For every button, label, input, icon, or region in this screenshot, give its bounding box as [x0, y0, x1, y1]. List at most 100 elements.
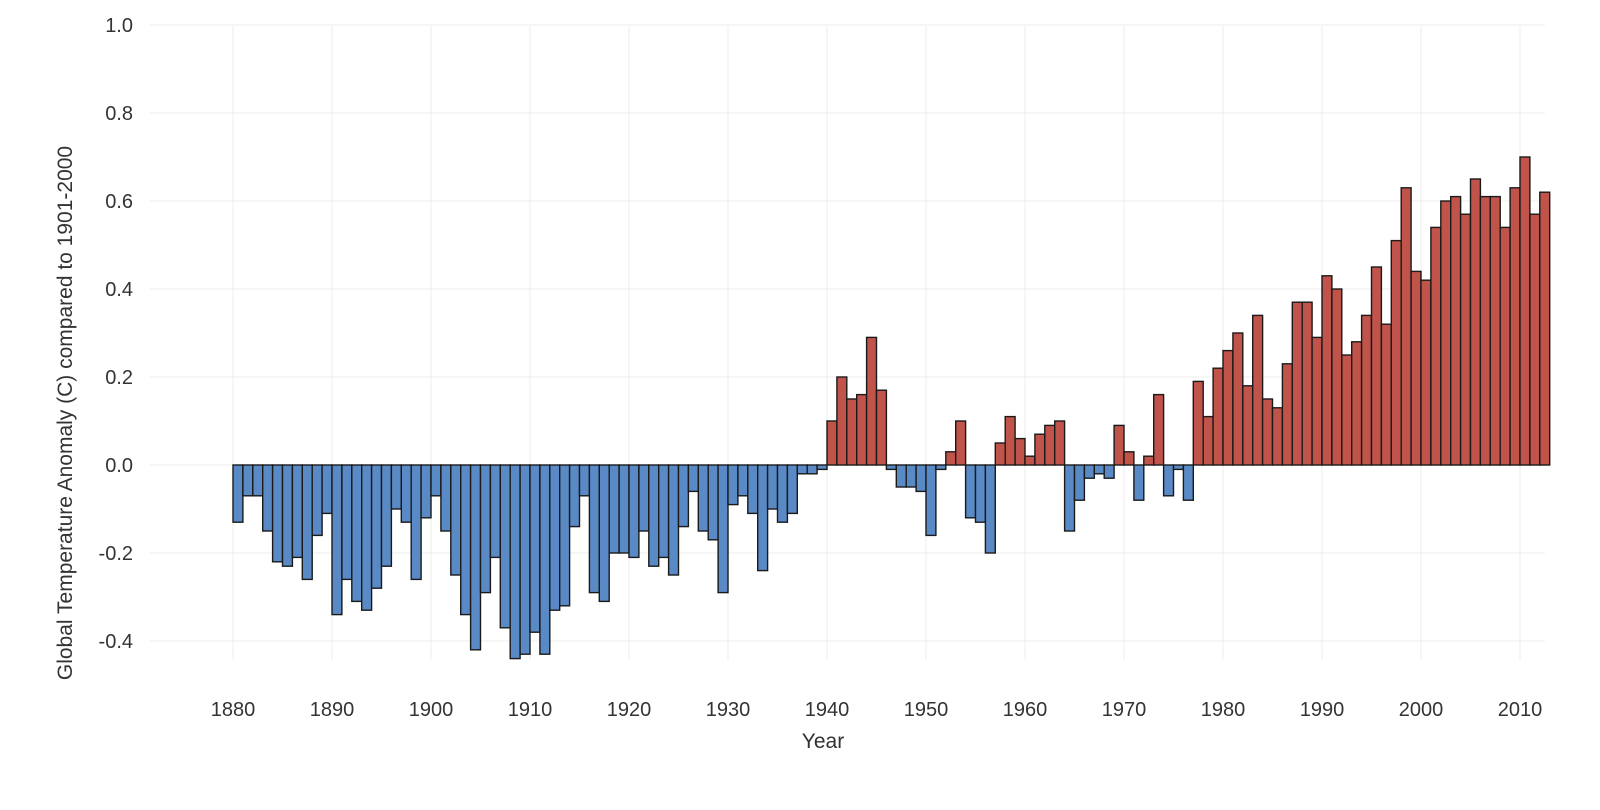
bar-1923 — [658, 464, 670, 559]
y-tick-label: 0.0 — [105, 455, 133, 477]
bar-1976 — [1182, 464, 1195, 501]
bar-1941 — [836, 376, 848, 466]
bar-1994 — [1360, 314, 1373, 466]
bar-1894 — [370, 464, 383, 589]
x-tick-label: 1900 — [409, 699, 454, 721]
bar-1991 — [1331, 288, 1343, 466]
bar-1881 — [242, 464, 254, 497]
x-tick-label: 1920 — [607, 699, 652, 721]
y-tick-label: 0.4 — [105, 279, 133, 301]
bar-1922 — [648, 464, 660, 567]
bar-1927 — [697, 464, 709, 532]
bar-1885 — [281, 464, 294, 567]
bar-1955 — [974, 464, 987, 523]
bar-1947 — [895, 464, 907, 488]
bar-1989 — [1311, 336, 1323, 466]
bar-1945 — [875, 389, 888, 466]
bar-1986 — [1281, 363, 1294, 466]
bar-1951 — [935, 464, 947, 471]
bar-2002 — [1440, 200, 1452, 466]
bar-1910 — [529, 464, 541, 633]
bar-1942 — [846, 398, 858, 466]
bar-1998 — [1400, 187, 1412, 466]
bar-1960 — [1024, 455, 1036, 466]
bar-1943 — [856, 393, 868, 466]
bar-1995 — [1370, 266, 1383, 466]
x-tick-label: 1940 — [805, 699, 850, 721]
x-axis-ticks: 1880 1890 1900 1910 1920 1930 1940 1950 1960 1970… — [211, 699, 1543, 721]
bar-1969 — [1113, 424, 1125, 466]
x-tick-label: 2010 — [1498, 699, 1543, 721]
bar-1928 — [707, 464, 719, 541]
bar-1946 — [885, 464, 898, 471]
bar-1993 — [1350, 341, 1363, 466]
bar-2012 — [1539, 191, 1551, 466]
bar-1982 — [1242, 385, 1254, 466]
bar-1959 — [1014, 437, 1026, 466]
bar-1895 — [380, 464, 393, 567]
x-tick-label: 1970 — [1102, 699, 1147, 721]
bar-1925 — [677, 464, 690, 528]
bar-1950 — [925, 464, 937, 537]
bar-1933 — [757, 464, 769, 572]
y-tick-label: 1.0 — [105, 15, 133, 37]
bar-1988 — [1301, 301, 1313, 466]
bar-1974 — [1162, 464, 1175, 497]
bar-1893 — [361, 464, 373, 611]
x-tick-label: 1880 — [211, 699, 256, 721]
bar-1914 — [568, 464, 581, 528]
bar-1902 — [450, 464, 462, 576]
bar-1886 — [291, 464, 303, 559]
bar-2007 — [1489, 195, 1501, 466]
bar-1904 — [469, 464, 482, 651]
bar-1916 — [588, 464, 601, 594]
bar-1887 — [301, 464, 313, 581]
bar-1935 — [776, 464, 789, 523]
y-tick-label: -0.2 — [99, 543, 133, 565]
y-tick-label: 0.2 — [105, 367, 133, 389]
bar-1968 — [1103, 464, 1115, 479]
bar-1905 — [479, 464, 492, 594]
bar-1892 — [351, 464, 363, 603]
bar-2008 — [1499, 226, 1511, 466]
x-tick-label: 1910 — [508, 699, 553, 721]
bar-1938 — [806, 464, 818, 475]
bar-1936 — [786, 464, 799, 515]
bar-1987 — [1291, 301, 1303, 466]
bar-2005 — [1469, 178, 1482, 466]
bar-1984 — [1261, 398, 1274, 466]
bar-1882 — [252, 464, 264, 497]
bar-2006 — [1479, 195, 1492, 466]
bar-2000 — [1420, 279, 1432, 466]
bar-1929 — [717, 464, 729, 594]
bar-1977 — [1192, 380, 1204, 466]
bar-1890 — [331, 464, 343, 616]
bar-1937 — [796, 464, 808, 475]
bar-1973 — [1152, 393, 1165, 466]
bar-1901 — [440, 464, 452, 532]
bar-1970 — [1123, 451, 1135, 466]
y-tick-label: 0.8 — [105, 103, 133, 125]
bar-2004 — [1459, 213, 1472, 466]
bar-1900 — [430, 464, 442, 497]
bar-1940 — [826, 420, 838, 466]
bar-1920 — [628, 464, 640, 559]
y-axis-ticks: -0.4 -0.2 0.0 0.2 0.4 0.6 0.8 1.0 — [99, 15, 133, 653]
bar-1965 — [1073, 464, 1086, 501]
x-tick-label: 1930 — [706, 699, 751, 721]
bar-1961 — [1034, 433, 1046, 466]
bar-1913 — [559, 464, 571, 607]
y-axis-title: Global Temperature Anomaly (C) compared … — [54, 146, 77, 680]
bar-1975 — [1172, 464, 1185, 471]
bar-1930 — [727, 464, 739, 506]
bar-1918 — [608, 464, 620, 554]
bar-1999 — [1410, 270, 1422, 466]
bar-1954 — [964, 464, 977, 519]
bar-1888 — [311, 464, 323, 537]
bar-2001 — [1430, 226, 1442, 466]
bar-2003 — [1449, 195, 1462, 466]
bar-1898 — [410, 464, 422, 581]
bar-1896 — [390, 464, 402, 510]
bar-1948 — [905, 464, 917, 488]
